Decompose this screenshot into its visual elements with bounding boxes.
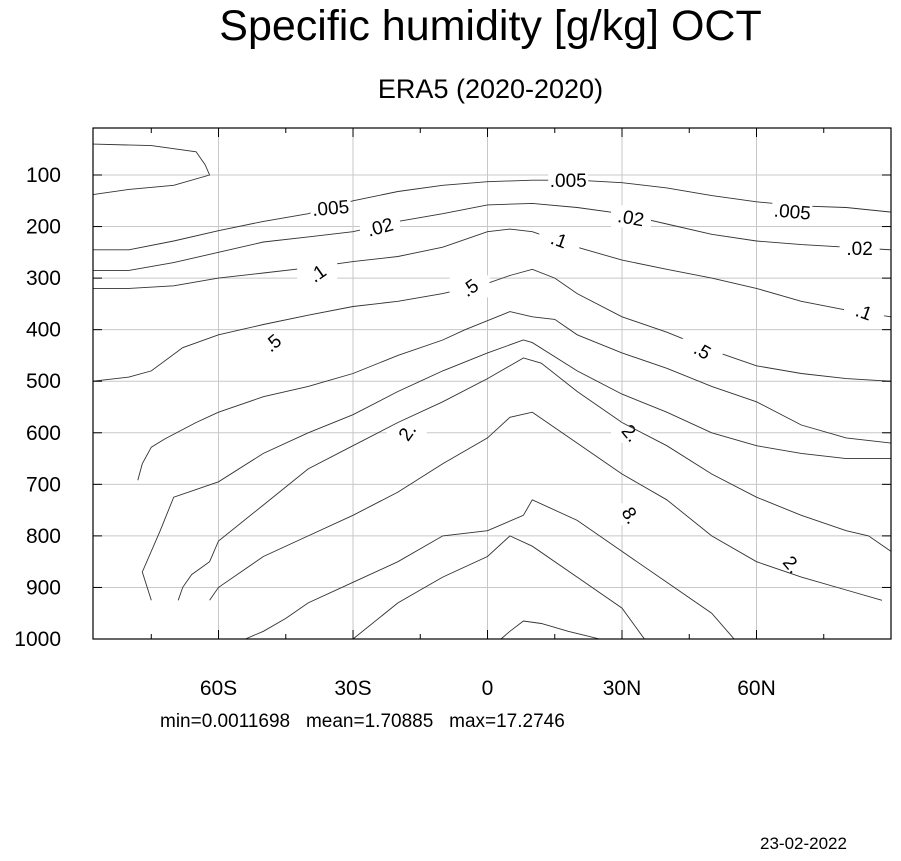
contour-label: .005 xyxy=(773,201,812,225)
stat-min: min=0.0011698 xyxy=(160,711,291,732)
y-tick-label: 600 xyxy=(26,422,61,445)
y-tick-label: 100 xyxy=(26,164,61,187)
x-tick-label: 30S xyxy=(334,677,371,700)
contour-label: .005 xyxy=(311,197,350,221)
contour-line xyxy=(93,228,892,318)
x-tick-label: 30N xyxy=(603,677,642,700)
contour-label-bg xyxy=(539,227,580,250)
contour-label-bg xyxy=(548,168,589,191)
contour-label-bg xyxy=(359,214,400,237)
contour-line xyxy=(177,357,892,601)
contour-label-bg xyxy=(772,199,813,222)
contour-label: .005 xyxy=(550,171,587,192)
y-tick-label: 500 xyxy=(26,370,61,393)
plot-frame xyxy=(92,127,892,640)
contour-label: .02 xyxy=(846,239,872,260)
y-tick-label: 700 xyxy=(26,473,61,496)
contour-label-bg xyxy=(610,420,651,443)
contour-label-bg xyxy=(386,419,427,442)
contour-label-bg xyxy=(297,260,338,283)
stats-line: min=0.0011698 mean=1.70885 max=17.2746 xyxy=(160,711,565,733)
contour-line xyxy=(93,202,892,271)
y-tick-label: 200 xyxy=(26,216,61,239)
contour-label-bg xyxy=(310,195,351,218)
contour-label-bg xyxy=(682,338,723,361)
date-stamp: 23-02-2022 xyxy=(760,834,847,853)
grid-lines xyxy=(93,128,891,639)
contour-label-bg xyxy=(610,205,651,228)
contour-line xyxy=(92,268,892,382)
y-tick-label: 300 xyxy=(26,267,61,290)
x-tick-label: 60S xyxy=(200,677,237,700)
y-tick-label: 800 xyxy=(26,525,61,548)
contour-label-bg xyxy=(844,299,885,322)
contour-label: .1 xyxy=(853,300,875,325)
y-tick-label: 900 xyxy=(26,576,61,599)
contour-line xyxy=(92,143,211,196)
contour-line xyxy=(352,535,645,640)
contour-line xyxy=(245,499,735,640)
stat-mean: mean=1.70885 xyxy=(305,711,434,732)
contour-line xyxy=(137,311,892,481)
contour-label: .02 xyxy=(616,206,646,231)
y-tick-label: 1000 xyxy=(14,628,61,651)
chart-subtitle: ERA5 (2020-2020) xyxy=(377,74,604,104)
contour-label-bg xyxy=(610,503,651,526)
axis-ticks: 100 200 300 400 500 600 700 800 900 1000 60S 30S 0 30… xyxy=(14,128,891,700)
contour-label-bg xyxy=(252,330,293,353)
x-tick-label: 60N xyxy=(737,677,776,700)
contour-line xyxy=(209,411,883,601)
contour-line xyxy=(93,179,892,251)
y-tick-label: 400 xyxy=(26,319,61,342)
contour-label-bg xyxy=(839,236,880,259)
contour-lines: .005.005.005.02.02.02.1.1.1.5.5.52. 2.2.8… xyxy=(92,143,892,640)
contour-line xyxy=(141,339,891,601)
contour-label-bg xyxy=(449,275,490,298)
contour-line xyxy=(500,620,600,640)
contour-label-bg xyxy=(772,552,813,575)
chart-title: Specific humidity [g/kg] OCT xyxy=(219,2,762,50)
x-tick-label: 0 xyxy=(482,677,494,700)
stat-max: max=17.2746 xyxy=(449,711,565,732)
contour-label: .1 xyxy=(548,228,570,253)
